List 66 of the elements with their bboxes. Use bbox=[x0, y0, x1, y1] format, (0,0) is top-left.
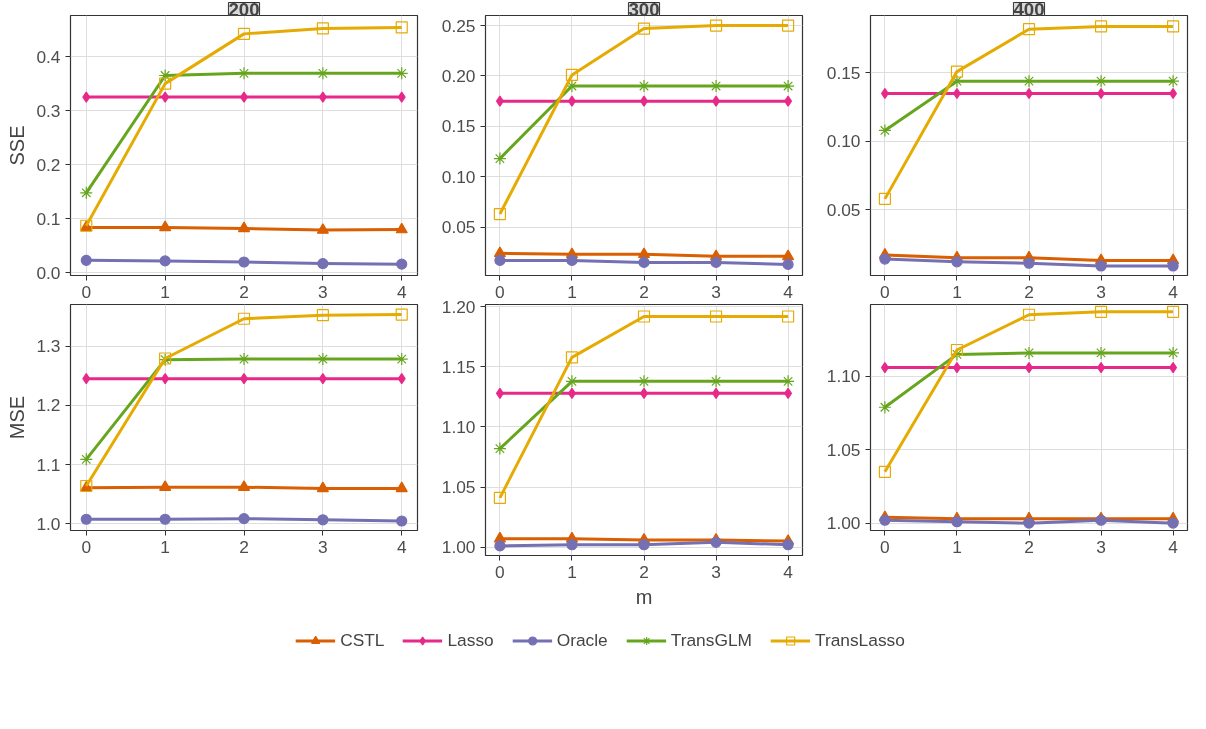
x-tick-label: 4 bbox=[1168, 536, 1179, 557]
x-tick-label: 4 bbox=[396, 281, 407, 302]
x-tick-label: 0 bbox=[880, 536, 890, 557]
y-tick-label: 0.2 bbox=[36, 154, 61, 175]
chart-title: 200 bbox=[228, 0, 260, 20]
x-tick-label: 1 bbox=[160, 536, 170, 557]
chart-title: 300 bbox=[628, 0, 660, 20]
y-tick-label: 1.3 bbox=[36, 336, 61, 357]
y-tick-label: 0.3 bbox=[36, 100, 61, 121]
x-tick-label: 1 bbox=[160, 281, 170, 302]
x-tick-label: 4 bbox=[1168, 281, 1179, 302]
x-tick-label: 0 bbox=[81, 536, 92, 557]
x-tick-label: 4 bbox=[783, 281, 794, 302]
y-tick-label: 0.05 bbox=[441, 217, 476, 238]
x-tick-label: 0 bbox=[81, 281, 92, 302]
x-tick-label: 1 bbox=[567, 281, 577, 302]
y-tick-label: 0.1 bbox=[36, 208, 61, 229]
y-axis-title: MSE bbox=[6, 395, 29, 440]
y-tick-label: 1.05 bbox=[826, 439, 861, 460]
y-tick-label: 0.15 bbox=[826, 62, 861, 83]
legend-label: CSTL bbox=[340, 629, 385, 651]
x-tick-label: 3 bbox=[318, 536, 328, 557]
x-tick-label: 0 bbox=[495, 561, 505, 582]
x-tick-label: 1 bbox=[952, 281, 962, 302]
x-tick-label: 0 bbox=[495, 281, 505, 302]
y-tick-label: 0.10 bbox=[826, 131, 861, 152]
x-tick-label: 3 bbox=[318, 281, 328, 302]
y-tick-label: 1.20 bbox=[441, 296, 476, 317]
x-tick-label: 2 bbox=[239, 281, 249, 302]
legend-label: Lasso bbox=[447, 629, 494, 651]
x-tick-label: 3 bbox=[711, 561, 721, 582]
y-tick-label: 0.15 bbox=[441, 116, 476, 137]
x-axis-title: m bbox=[635, 585, 653, 608]
y-axis-title: SSE bbox=[6, 125, 29, 166]
y-tick-label: 0.05 bbox=[826, 199, 861, 220]
y-tick-label: 0.25 bbox=[441, 15, 476, 36]
y-tick-label: 1.10 bbox=[826, 366, 861, 387]
y-tick-label: 1.2 bbox=[36, 395, 61, 416]
x-tick-label: 1 bbox=[567, 561, 577, 582]
y-tick-label: 0.20 bbox=[441, 65, 476, 86]
y-tick-label: 0.4 bbox=[36, 46, 61, 67]
x-tick-label: 3 bbox=[711, 281, 721, 302]
y-tick-label: 1.15 bbox=[441, 356, 476, 377]
y-tick-label: 1.1 bbox=[36, 454, 61, 475]
x-tick-label: 1 bbox=[952, 536, 962, 557]
x-tick-label: 2 bbox=[1024, 536, 1034, 557]
x-tick-label: 0 bbox=[880, 281, 890, 302]
legend-label: Oracle bbox=[556, 629, 608, 651]
x-tick-label: 2 bbox=[239, 536, 249, 557]
y-tick-label: 1.10 bbox=[441, 417, 476, 437]
x-tick-label: 2 bbox=[639, 561, 649, 582]
x-tick-label: 4 bbox=[396, 536, 407, 557]
chart-title: 400 bbox=[1013, 0, 1045, 20]
y-tick-label: 1.0 bbox=[36, 513, 61, 534]
x-tick-label: 2 bbox=[1024, 281, 1034, 302]
x-tick-label: 4 bbox=[783, 561, 794, 582]
y-tick-label: 1.05 bbox=[441, 477, 476, 498]
x-tick-label: 3 bbox=[1096, 536, 1106, 557]
y-tick-label: 1.00 bbox=[441, 537, 476, 558]
x-tick-label: 2 bbox=[639, 281, 649, 302]
legend-label: TransLasso bbox=[814, 629, 905, 651]
y-tick-label: 0.0 bbox=[36, 262, 61, 283]
y-tick-label: 1.00 bbox=[826, 513, 861, 534]
y-tick-label: 0.10 bbox=[441, 166, 476, 187]
legend-label: TransGLM bbox=[670, 629, 752, 651]
x-tick-label: 3 bbox=[1096, 281, 1106, 302]
